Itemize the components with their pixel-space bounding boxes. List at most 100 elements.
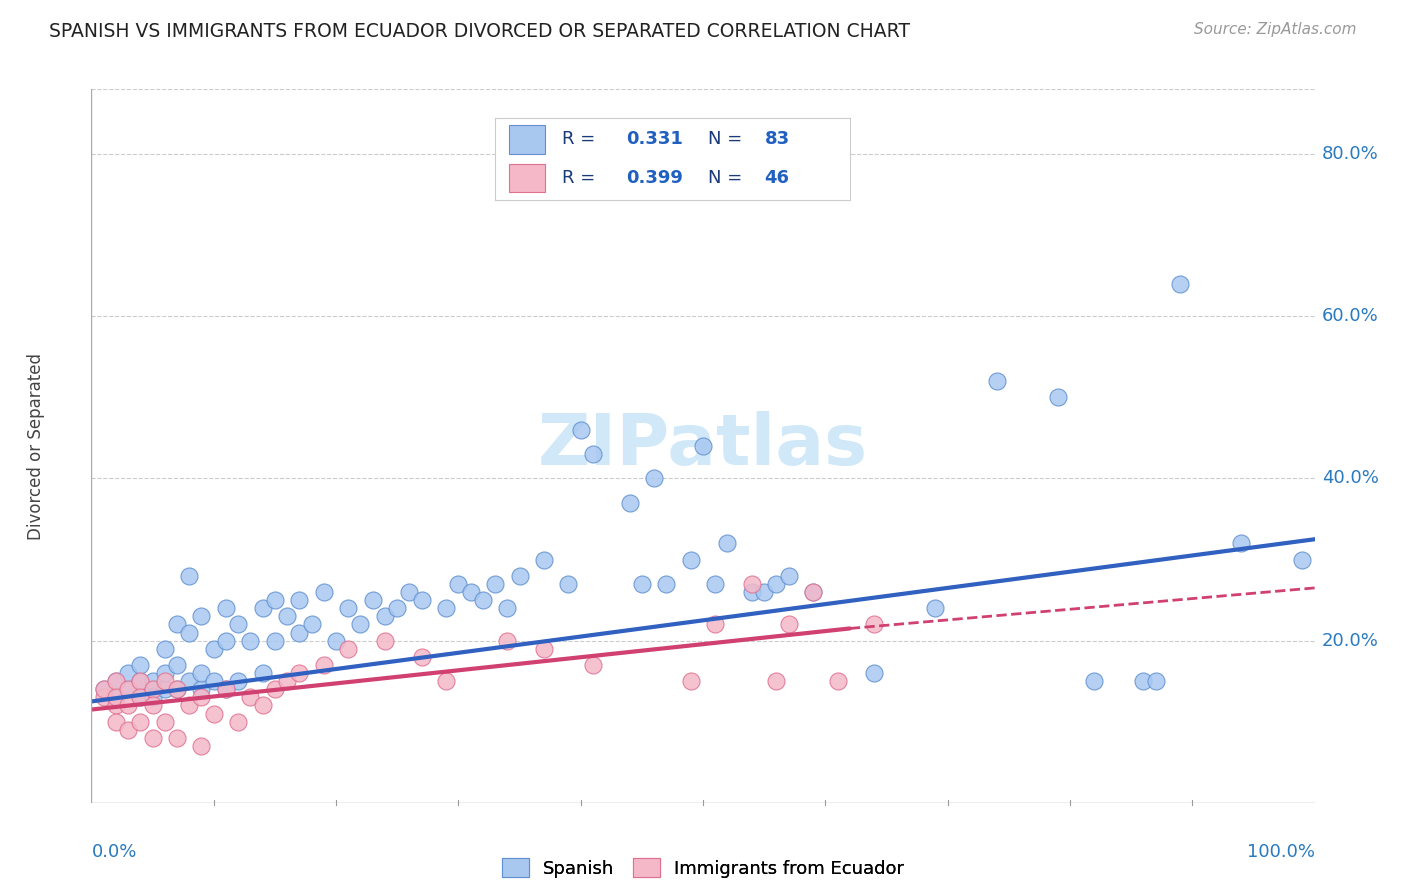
Point (190, 666, 212, 681)
Point (166, 657, 188, 672)
Point (104, 674, 127, 689)
Point (117, 723, 139, 737)
Point (349, 617, 371, 632)
Point (252, 666, 274, 681)
Point (619, 496, 641, 510)
Text: 20.0%: 20.0% (1322, 632, 1379, 649)
Point (141, 682, 163, 697)
Point (754, 585, 776, 599)
Point (863, 617, 886, 632)
Point (190, 609, 212, 624)
Point (801, 585, 824, 599)
Point (104, 674, 127, 689)
Text: R =: R = (562, 130, 607, 148)
Text: Source: ZipAtlas.com: Source: ZipAtlas.com (1194, 22, 1357, 37)
Point (141, 682, 163, 697)
Point (582, 447, 605, 461)
Point (190, 690, 212, 705)
Text: 100.0%: 100.0% (1247, 843, 1315, 861)
Point (153, 714, 176, 729)
Point (264, 633, 287, 648)
Point (288, 666, 311, 681)
Point (385, 601, 409, 615)
Point (1046, 390, 1069, 404)
Point (692, 439, 714, 453)
Text: R =: R = (562, 169, 607, 187)
Point (117, 666, 139, 681)
FancyBboxPatch shape (509, 164, 544, 193)
Point (434, 601, 457, 615)
Point (496, 633, 519, 648)
Point (631, 577, 654, 591)
Point (582, 657, 605, 672)
Point (533, 641, 555, 656)
Point (129, 714, 152, 729)
Point (325, 633, 347, 648)
Text: 46: 46 (765, 169, 790, 187)
Point (179, 568, 201, 582)
Point (226, 617, 249, 632)
Point (190, 739, 212, 753)
Point (288, 593, 311, 607)
Point (312, 657, 335, 672)
Text: Divorced or Separated: Divorced or Separated (27, 352, 45, 540)
Point (179, 698, 201, 713)
Text: ZIPatlas: ZIPatlas (538, 411, 868, 481)
Point (288, 625, 311, 640)
Point (215, 682, 238, 697)
Point (827, 674, 849, 689)
Point (190, 682, 212, 697)
Point (679, 674, 702, 689)
Point (643, 471, 665, 485)
Point (778, 617, 800, 632)
Point (704, 577, 727, 591)
Point (704, 617, 727, 632)
Point (398, 585, 420, 599)
Point (264, 682, 287, 697)
Point (361, 593, 384, 607)
Point (117, 682, 139, 697)
Point (141, 690, 163, 705)
Point (153, 666, 176, 681)
Point (655, 577, 678, 591)
Text: 83: 83 (765, 130, 790, 148)
Point (104, 690, 127, 705)
Point (533, 552, 555, 566)
Text: N =: N = (707, 130, 754, 148)
Point (166, 731, 188, 745)
Point (93, 682, 115, 697)
Point (179, 674, 201, 689)
Point (117, 682, 139, 697)
Point (264, 593, 287, 607)
Point (239, 633, 262, 648)
Point (374, 609, 396, 624)
Point (226, 714, 249, 729)
Point (141, 731, 163, 745)
Point (1291, 552, 1313, 566)
Text: 0.331: 0.331 (626, 130, 683, 148)
Point (129, 690, 152, 705)
Point (1230, 536, 1253, 550)
Point (484, 577, 506, 591)
Point (301, 617, 323, 632)
Point (801, 585, 824, 599)
Point (337, 641, 360, 656)
Point (202, 674, 225, 689)
Point (509, 568, 531, 582)
Point (778, 568, 800, 582)
Text: N =: N = (707, 169, 754, 187)
Point (104, 698, 127, 713)
Point (411, 593, 433, 607)
Point (129, 657, 152, 672)
Text: SPANISH VS IMMIGRANTS FROM ECUADOR DIVORCED OR SEPARATED CORRELATION CHART: SPANISH VS IMMIGRANTS FROM ECUADOR DIVOR… (49, 22, 910, 41)
Point (93, 682, 115, 697)
Point (496, 601, 519, 615)
Point (741, 585, 763, 599)
Point (239, 690, 262, 705)
Point (765, 577, 787, 591)
Point (679, 552, 702, 566)
Point (741, 577, 763, 591)
Point (1083, 674, 1105, 689)
Point (434, 674, 457, 689)
Legend: Spanish, Immigrants from Ecuador: Spanish, Immigrants from Ecuador (495, 851, 911, 885)
